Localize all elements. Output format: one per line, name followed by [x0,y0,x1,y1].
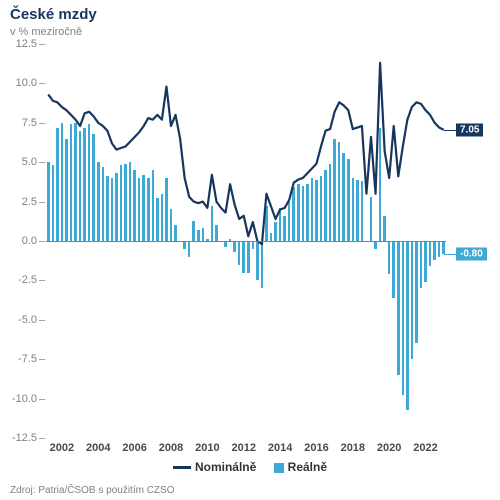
end-connector-nom [444,130,456,131]
ytick-label: -12.5 [3,432,37,444]
source-text: Zdroj: Patria/ČSOB s použitím CZSO [10,485,175,496]
ytick-mark [39,241,45,242]
xtick-label: 2006 [122,442,146,454]
ytick-label: 5.0 [3,156,37,168]
xtick-label: 2014 [268,442,292,454]
chart-subtitle: v % meziročně [10,26,82,38]
xtick-label: 2020 [377,442,401,454]
legend-swatch-nominal [173,466,191,469]
legend-swatch-real [274,463,284,473]
xtick-label: 2012 [231,442,255,454]
ytick-mark [39,320,45,321]
ytick-label: -2.5 [3,274,37,286]
ytick-mark [39,83,45,84]
ytick-label: 0.0 [3,235,37,247]
legend: Nominálně Reálně [0,460,500,474]
xtick-label: 2016 [304,442,328,454]
end-connector-real [444,254,456,255]
legend-label-real: Reálně [288,460,327,474]
ytick-label: 12.5 [3,38,37,50]
xtick-label: 2010 [195,442,219,454]
ytick-label: -10.0 [3,393,37,405]
ytick-mark [39,438,45,439]
ytick-label: 7.5 [3,117,37,129]
ytick-mark [39,399,45,400]
zero-line [46,241,446,242]
ytick-label: -5.0 [3,314,37,326]
ytick-mark [39,123,45,124]
ytick-mark [39,162,45,163]
end-label-real: -0.80 [456,247,487,260]
ytick-label: 2.5 [3,196,37,208]
ytick-mark [39,202,45,203]
xtick-label: 2004 [86,442,110,454]
ytick-mark [39,359,45,360]
nominal-line [48,63,443,244]
xtick-label: 2002 [50,442,74,454]
ytick-mark [39,280,45,281]
ytick-label: 10.0 [3,77,37,89]
ytick-mark [39,44,45,45]
legend-label-nominal: Nominálně [195,460,256,474]
end-label-nom: 7.05 [456,123,483,136]
chart-title: České mzdy [10,6,97,23]
xtick-label: 2022 [413,442,437,454]
xtick-label: 2018 [341,442,365,454]
ytick-label: -7.5 [3,353,37,365]
xtick-label: 2008 [159,442,183,454]
